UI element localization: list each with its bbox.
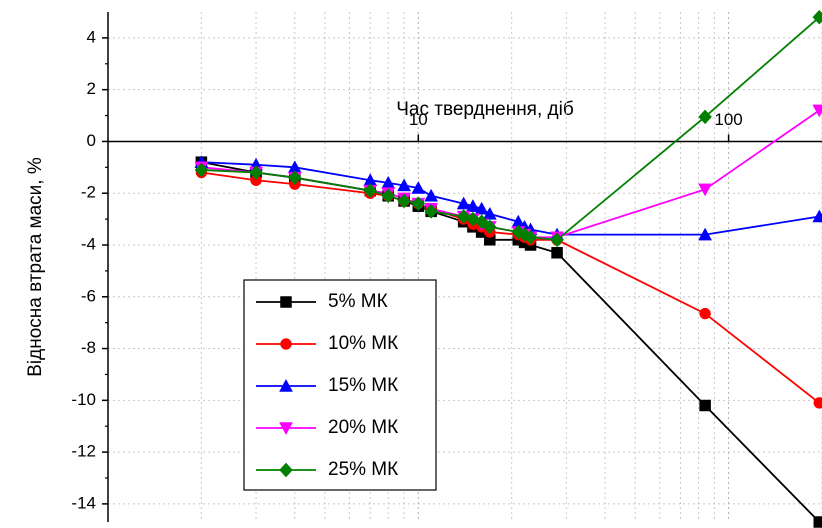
legend-label: 25% МК <box>328 459 398 480</box>
x-axis-title: Час тверднення, діб <box>396 99 574 120</box>
marker <box>279 422 293 436</box>
x-tick-label: 100 <box>714 110 742 129</box>
marker <box>381 188 396 204</box>
marker <box>482 206 497 220</box>
marker <box>363 183 378 198</box>
marker <box>523 229 538 245</box>
legend-label: 10% МК <box>328 333 398 354</box>
y-tick-label: 2 <box>87 79 96 98</box>
marker <box>482 219 497 235</box>
marker <box>279 378 293 392</box>
marker <box>813 397 822 409</box>
y-tick-label: -4 <box>81 234 96 253</box>
marker <box>397 178 412 192</box>
y-tick-label: -14 <box>71 493 96 512</box>
legend-box <box>243 279 437 491</box>
marker <box>456 196 471 210</box>
marker <box>424 188 439 202</box>
marker <box>466 199 480 212</box>
y-tick-label: -2 <box>81 183 96 202</box>
marker <box>551 247 563 259</box>
legend-label: 15% МК <box>328 375 398 396</box>
x-tick-label: 10 <box>409 110 428 129</box>
marker <box>287 170 302 186</box>
y-tick-label: -6 <box>81 286 96 305</box>
y-axis-title: Відносна втрата маси, % <box>25 157 46 377</box>
marker <box>397 193 411 209</box>
marker <box>424 203 438 219</box>
marker <box>698 109 712 125</box>
marker <box>249 165 263 180</box>
marker <box>698 227 713 241</box>
y-tick-label: 0 <box>87 131 96 150</box>
y-tick-label: 4 <box>87 27 96 46</box>
y-tick-label: -10 <box>71 390 96 409</box>
legend-label: 20% МК <box>328 417 398 438</box>
marker <box>411 196 426 211</box>
plot-area <box>194 9 822 528</box>
y-tick-label: -12 <box>71 442 96 461</box>
y-tick-label: -8 <box>81 338 96 357</box>
marker <box>550 232 564 248</box>
marker <box>194 162 209 178</box>
marker <box>456 209 471 224</box>
marker <box>474 201 489 215</box>
marker <box>411 181 426 194</box>
marker <box>280 296 292 308</box>
marker <box>813 516 822 528</box>
marker <box>280 338 292 350</box>
marker <box>812 209 822 223</box>
series-line <box>201 161 820 236</box>
legend-label: 5% МК <box>328 291 388 312</box>
marker <box>812 9 822 25</box>
marker <box>698 183 713 197</box>
marker <box>699 307 711 320</box>
marker <box>699 399 711 412</box>
marker <box>279 462 293 478</box>
marker <box>812 104 822 118</box>
